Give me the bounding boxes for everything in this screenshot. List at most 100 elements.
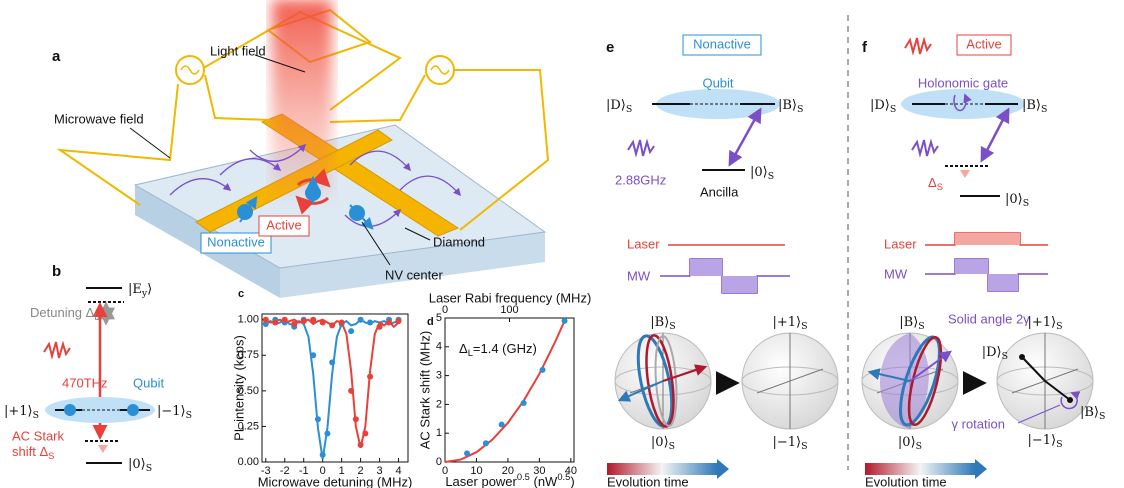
- data-point: [396, 318, 402, 324]
- panel-f-drawing-part: [988, 274, 1018, 291]
- panel-e-drawing-part: [690, 259, 722, 276]
- panel-a-drawing-part: [272, 0, 332, 195]
- sphere-label: |B⟩S: [899, 315, 924, 332]
- panel-label: e: [606, 39, 614, 56]
- data-point: [358, 317, 364, 323]
- data-point: [324, 431, 330, 437]
- text-part: (nW: [530, 474, 558, 488]
- sphere-label: |D⟩S: [982, 345, 1008, 362]
- text-part: |+1⟩: [1027, 315, 1056, 330]
- text-part: Δ: [928, 175, 937, 190]
- mw-label: MW: [627, 268, 651, 283]
- panel-f-drawing-part: [955, 259, 988, 274]
- panel-f-drawing-part: [955, 233, 1020, 245]
- panel-a-drawing-part: [130, 128, 170, 158]
- figure: a Light field Microwave field Nonactive …: [0, 0, 1124, 488]
- text-part: S: [801, 441, 807, 452]
- plot-frame: [445, 318, 574, 462]
- data-point: [348, 388, 354, 394]
- qubit-label: Qubit: [702, 75, 733, 90]
- level-label: |D⟩S: [870, 98, 896, 115]
- sphere-label: |−1⟩S: [1027, 433, 1062, 450]
- bloch-sphere-part: [607, 463, 717, 475]
- level-label: |0⟩S: [1005, 192, 1029, 209]
- bloch-sphere-part: [1019, 354, 1025, 360]
- y-tick-label: 0.00: [238, 456, 259, 468]
- ancilla-label: Ancilla: [700, 184, 739, 199]
- level-label: |+1⟩S: [4, 404, 39, 421]
- data-point: [310, 352, 316, 358]
- data-point: [301, 318, 307, 324]
- active-label: Active: [266, 217, 301, 232]
- data-point: [540, 367, 546, 373]
- text-part: |0⟩: [750, 165, 768, 180]
- frequency-label: 470THz: [62, 375, 108, 390]
- panel-b-drawing-part: [127, 404, 139, 416]
- text-part: |+1⟩: [4, 404, 33, 419]
- text-part: Detuning Δ: [30, 305, 95, 320]
- text-part: S: [48, 451, 54, 461]
- bloch-sphere: [615, 333, 711, 429]
- data-point: [263, 317, 269, 323]
- chart: d0123450102030400100: [427, 304, 577, 477]
- text-part: |0⟩: [128, 457, 146, 472]
- detuning-label: Detuning ΔL: [30, 305, 100, 322]
- text-part: S: [916, 441, 922, 452]
- data-point: [483, 440, 489, 446]
- panel-f-drawing-part: [912, 140, 938, 156]
- text-part: S: [1041, 104, 1047, 115]
- data-point: [315, 416, 321, 422]
- sphere-label: |B⟩S: [650, 315, 675, 332]
- level-label: |B⟩S: [778, 98, 803, 115]
- level-label: |D⟩S: [606, 98, 632, 115]
- stark-label: ΔS: [928, 175, 943, 192]
- text-part: S: [1099, 411, 1105, 422]
- text-part: |B⟩: [1080, 405, 1099, 420]
- light-field-label: Light field: [210, 43, 266, 58]
- stark-label: shift ΔS: [12, 444, 54, 461]
- data-point: [329, 322, 335, 328]
- text-part: |B⟩: [778, 98, 797, 113]
- mode-label: Active: [966, 36, 1001, 51]
- bloch-sphere-part: [717, 459, 729, 479]
- text-part: |0⟩: [898, 435, 916, 450]
- text-part: S: [669, 441, 675, 452]
- sphere-label: |0⟩S: [651, 435, 675, 452]
- y-tick-label: 1: [436, 427, 442, 439]
- panel-label: d: [427, 316, 434, 328]
- data-point: [367, 374, 373, 380]
- panel-b-drawing-part: [44, 342, 70, 358]
- panel-b-drawing-part: [98, 445, 108, 453]
- text-part: |E: [128, 282, 142, 297]
- text-part: |−1⟩: [772, 435, 801, 450]
- text-part: S: [146, 463, 152, 474]
- panel-a-drawing: [60, 0, 548, 298]
- panel-b-drawing-part: [64, 404, 76, 416]
- text-part: Δ: [459, 341, 468, 356]
- level-label: |−1⟩S: [157, 404, 192, 421]
- text-part: |B⟩: [1022, 98, 1041, 113]
- panel-label: f: [862, 39, 868, 56]
- y-tick-label: 1.00: [238, 314, 259, 326]
- annotation: ΔL=1.4 (GHz): [459, 341, 537, 358]
- text-part: S: [669, 321, 675, 332]
- data-point: [358, 442, 364, 448]
- text-part: 0.5: [517, 472, 530, 482]
- bloch-sphere-part: [975, 459, 987, 479]
- qubit-label: Qubit: [133, 375, 164, 390]
- mw-label: MW: [884, 266, 908, 281]
- nv-center-label: NV center: [385, 267, 443, 282]
- data-point: [464, 450, 470, 456]
- mode-label: Nonactive: [693, 36, 751, 51]
- data-point: [562, 318, 568, 324]
- data-point: [329, 359, 335, 365]
- panel-label: c: [238, 288, 244, 300]
- evolution-label: Evolution time: [607, 474, 689, 488]
- nonactive-label: Nonactive: [207, 234, 265, 249]
- panel-f-drawing-part: [905, 38, 931, 54]
- x2-axis-label: Laser Rabi frequency (MHz): [429, 290, 592, 305]
- panel-label: b: [52, 263, 61, 280]
- text-part: |D⟩: [982, 345, 1002, 360]
- text-part: =1.4 (GHz): [473, 341, 537, 356]
- panel-a-drawing-part-part: [205, 75, 270, 120]
